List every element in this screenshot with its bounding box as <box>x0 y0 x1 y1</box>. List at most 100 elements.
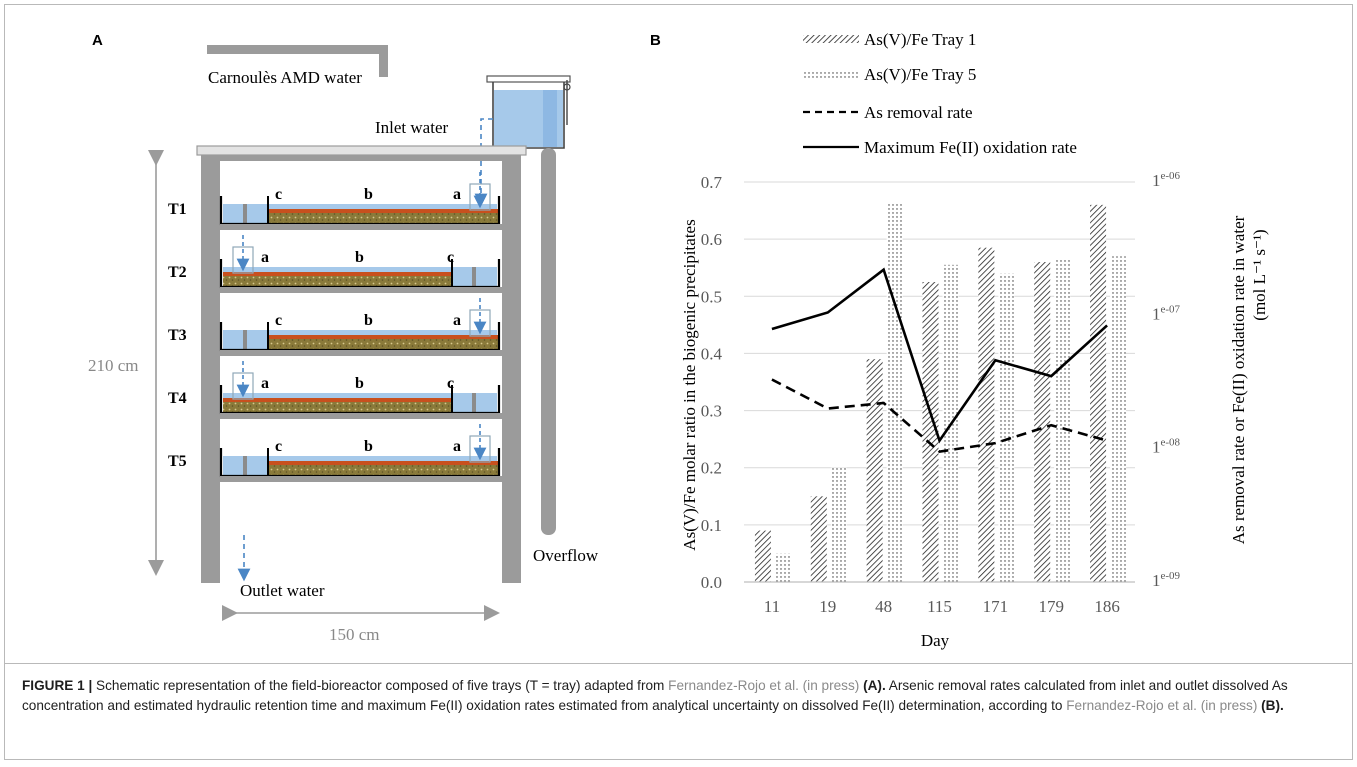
figure-caption: FIGURE 1 | Schematic representation of t… <box>22 676 1338 716</box>
y2-tick-label: 1e-07 <box>1152 303 1181 323</box>
x-tick-label: 115 <box>927 597 952 616</box>
sediment-bed <box>269 213 498 223</box>
x-tick-label: 186 <box>1094 597 1120 616</box>
outlet-label: Outlet water <box>240 581 325 600</box>
y-axis-label: As(V)/Fe molar ratio in the biogenic pre… <box>680 219 699 550</box>
panel-a: A Carnoulès AMD water Overflow Inlet wat… <box>88 32 599 644</box>
legend-label-tray5: As(V)/Fe Tray 5 <box>864 65 976 84</box>
zone-label-c: c <box>275 438 282 455</box>
bar-tray5 <box>886 202 903 582</box>
width-label: 150 cm <box>329 625 380 644</box>
tray-water <box>223 456 497 462</box>
tray-t2: T2 a b c <box>168 235 502 293</box>
zone-label-c: c <box>447 249 454 266</box>
tray-label: T4 <box>168 390 187 407</box>
tray-label: T1 <box>168 201 187 218</box>
feed-pipe-drop <box>379 45 388 77</box>
zone-label-a: a <box>261 375 269 392</box>
inlet-box <box>469 183 491 211</box>
x-tick-label: 171 <box>983 597 1009 616</box>
y2-tick-label: 1e-09 <box>1152 570 1181 590</box>
bar-tray1 <box>1090 204 1107 582</box>
y-tick-label: 0.6 <box>701 230 722 249</box>
oxide-layer <box>269 209 498 213</box>
tank-lid <box>486 75 571 83</box>
height-label: 210 cm <box>88 356 139 375</box>
overflow-label: Overflow <box>533 546 599 565</box>
tray-t4: T4 a b c <box>168 361 502 419</box>
series-line-as-removal <box>771 378 1108 454</box>
y2-axis-label-line1: As removal rate or Fe(II) oxidation rate… <box>1229 215 1248 544</box>
inlet-box <box>232 246 254 274</box>
y-tick-label: 0.5 <box>701 287 722 306</box>
tray-water <box>223 393 497 399</box>
x-tick-label: 48 <box>875 597 892 616</box>
tray-label: T5 <box>168 453 187 470</box>
oxide-layer <box>269 335 498 339</box>
bar-tray1 <box>978 247 995 582</box>
y2-axis-label-line2: (mol L⁻¹ s⁻¹) <box>1250 229 1269 320</box>
caption-text-2: Arsenic removal rates calculated from in… <box>22 678 1288 713</box>
source-label: Carnoulès AMD water <box>208 68 362 87</box>
chart-axes: 1e-09 1e-08 1e-07 1e-06 11 19 48 115 171 179 186 <box>744 170 1181 616</box>
tray-t5: T5 c b a <box>168 424 502 482</box>
caption-citation-1[interactable]: Fernandez-Rojo et al. (in press) <box>668 678 860 693</box>
caption-divider <box>4 663 1353 664</box>
zone-label-c: c <box>447 375 454 392</box>
inlet-flow-arrow <box>474 118 493 207</box>
caption-panel-ref-a: (A). <box>859 678 886 693</box>
y2-tick-label: 1e-08 <box>1152 437 1181 457</box>
panel-b-letter: B <box>650 32 661 49</box>
bar-tray1 <box>754 530 771 582</box>
zone-label-c: c <box>275 186 282 203</box>
caption-citation-2[interactable]: Fernandez-Rojo et al. (in press) <box>1066 698 1258 713</box>
sediment-bed <box>269 339 498 349</box>
chart-legend: As(V)/Fe Tray 1 As(V)/Fe Tray 5 As remov… <box>803 30 1077 157</box>
bar-tray5 <box>1110 256 1127 582</box>
tray-water <box>223 204 497 210</box>
panel-b: B As(V)/Fe Tray 1 As(V)/Fe Tray 5 As rem… <box>650 30 1269 650</box>
zone-label-c: c <box>275 312 282 329</box>
legend-label-tray1: As(V)/Fe Tray 1 <box>864 30 976 49</box>
tray-t3: T3 c b a <box>168 298 502 356</box>
rack-top <box>196 145 527 156</box>
caption-label: FIGURE 1 | <box>22 678 93 693</box>
tray-label: T2 <box>168 264 187 281</box>
x-axis-label: Day <box>921 631 950 650</box>
inlet-label: Inlet water <box>375 118 448 137</box>
legend-swatch-tray5 <box>803 70 859 78</box>
bar-tray1 <box>810 496 827 582</box>
panel-a-letter: A <box>92 32 103 49</box>
tray-label: T3 <box>168 327 187 344</box>
chart-bars <box>754 202 1127 582</box>
caption-panel-ref-b: (B). <box>1257 698 1284 713</box>
overflow-pipe <box>541 148 556 535</box>
zone-label-a: a <box>261 249 269 266</box>
y-tick-label: 0.2 <box>701 459 722 478</box>
head-tank <box>492 82 565 149</box>
zone-label-a: a <box>453 186 461 203</box>
zone-label-b: b <box>355 249 364 266</box>
rack-leg-left <box>201 155 220 583</box>
inlet-box <box>469 309 491 337</box>
legend-label-removal: As removal rate <box>864 103 973 122</box>
zone-label-b: b <box>364 186 373 203</box>
inlet-box <box>469 435 491 463</box>
sediment-bed <box>223 402 452 412</box>
zone-label-a: a <box>453 438 461 455</box>
x-tick-label: 19 <box>819 597 836 616</box>
legend-swatch-tray1 <box>803 35 859 43</box>
zone-label-b: b <box>355 375 364 392</box>
bar-tray5 <box>774 553 791 582</box>
x-tick-label: 11 <box>764 597 780 616</box>
y2-tick-label: 1e-06 <box>1152 170 1181 190</box>
bar-tray5 <box>998 273 1015 582</box>
y-tick-label: 0.4 <box>701 344 723 363</box>
chart-lines <box>771 267 1108 454</box>
legend-label-oxidation: Maximum Fe(II) oxidation rate <box>864 138 1077 157</box>
figure-frame <box>4 4 1353 760</box>
tray-t1: T1 c b a <box>168 172 502 230</box>
bar-tray5 <box>830 467 847 582</box>
bar-tray1 <box>866 359 883 582</box>
